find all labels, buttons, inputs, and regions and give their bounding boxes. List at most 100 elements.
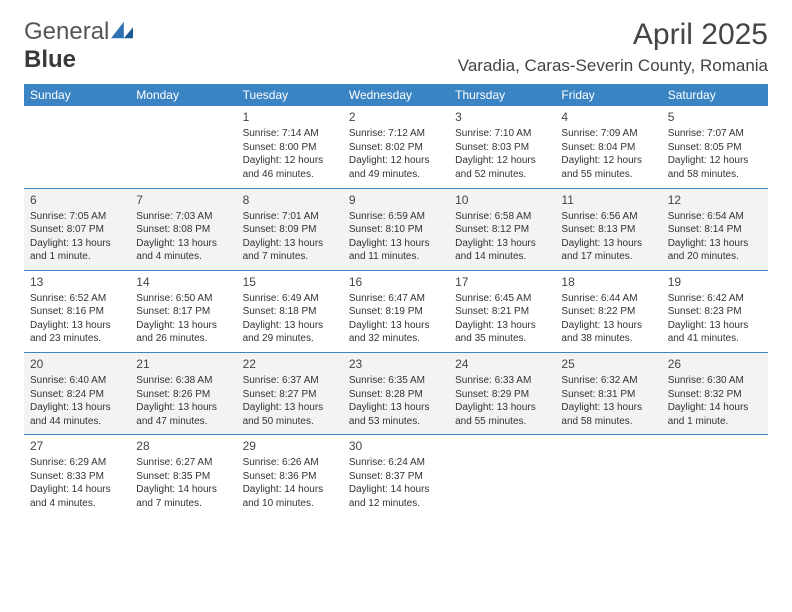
dl2-text: and 1 minute.	[30, 250, 124, 264]
dl2-text: and 53 minutes.	[349, 415, 443, 429]
page: General Blue April 2025 Varadia, Caras-S…	[0, 0, 792, 612]
dl1-text: Daylight: 14 hours	[243, 483, 337, 497]
day-number: 4	[561, 109, 655, 125]
sunrise-text: Sunrise: 7:03 AM	[136, 210, 230, 224]
sunrise-text: Sunrise: 7:14 AM	[243, 127, 337, 141]
dl1-text: Daylight: 13 hours	[136, 401, 230, 415]
sunset-text: Sunset: 8:33 PM	[30, 470, 124, 484]
sunset-text: Sunset: 8:13 PM	[561, 223, 655, 237]
calendar-cell: 28Sunrise: 6:27 AMSunset: 8:35 PMDayligh…	[130, 435, 236, 517]
sunrise-text: Sunrise: 6:52 AM	[30, 292, 124, 306]
dl1-text: Daylight: 12 hours	[561, 154, 655, 168]
sunrise-text: Sunrise: 6:50 AM	[136, 292, 230, 306]
sunrise-text: Sunrise: 7:01 AM	[243, 210, 337, 224]
calendar-cell: 18Sunrise: 6:44 AMSunset: 8:22 PMDayligh…	[555, 270, 661, 352]
dl2-text: and 46 minutes.	[243, 168, 337, 182]
sunrise-text: Sunrise: 7:12 AM	[349, 127, 443, 141]
dl1-text: Daylight: 13 hours	[243, 237, 337, 251]
day-number: 6	[30, 192, 124, 208]
col-monday: Monday	[130, 84, 236, 106]
page-title: April 2025	[458, 18, 768, 52]
calendar-cell: 17Sunrise: 6:45 AMSunset: 8:21 PMDayligh…	[449, 270, 555, 352]
sunset-text: Sunset: 8:10 PM	[349, 223, 443, 237]
day-number: 20	[30, 356, 124, 372]
day-number: 5	[668, 109, 762, 125]
sunrise-text: Sunrise: 6:33 AM	[455, 374, 549, 388]
sunrise-text: Sunrise: 6:42 AM	[668, 292, 762, 306]
sunset-text: Sunset: 8:07 PM	[30, 223, 124, 237]
calendar-cell: 4Sunrise: 7:09 AMSunset: 8:04 PMDaylight…	[555, 106, 661, 188]
logo: General Blue	[24, 18, 133, 74]
sunrise-text: Sunrise: 7:10 AM	[455, 127, 549, 141]
sunset-text: Sunset: 8:14 PM	[668, 223, 762, 237]
day-number: 24	[455, 356, 549, 372]
dl2-text: and 14 minutes.	[455, 250, 549, 264]
calendar-cell: 21Sunrise: 6:38 AMSunset: 8:26 PMDayligh…	[130, 352, 236, 434]
calendar-header-row: Sunday Monday Tuesday Wednesday Thursday…	[24, 84, 768, 106]
sunrise-text: Sunrise: 7:09 AM	[561, 127, 655, 141]
dl1-text: Daylight: 14 hours	[30, 483, 124, 497]
dl2-text: and 52 minutes.	[455, 168, 549, 182]
sunset-text: Sunset: 8:22 PM	[561, 305, 655, 319]
sunset-text: Sunset: 8:08 PM	[136, 223, 230, 237]
dl1-text: Daylight: 12 hours	[243, 154, 337, 168]
col-friday: Friday	[555, 84, 661, 106]
calendar-cell: 10Sunrise: 6:58 AMSunset: 8:12 PMDayligh…	[449, 188, 555, 270]
calendar-cell: 16Sunrise: 6:47 AMSunset: 8:19 PMDayligh…	[343, 270, 449, 352]
calendar-cell	[662, 435, 768, 517]
col-wednesday: Wednesday	[343, 84, 449, 106]
calendar-cell	[555, 435, 661, 517]
dl1-text: Daylight: 12 hours	[455, 154, 549, 168]
calendar-cell: 9Sunrise: 6:59 AMSunset: 8:10 PMDaylight…	[343, 188, 449, 270]
dl1-text: Daylight: 13 hours	[136, 237, 230, 251]
day-number: 8	[243, 192, 337, 208]
sunset-text: Sunset: 8:19 PM	[349, 305, 443, 319]
dl1-text: Daylight: 12 hours	[668, 154, 762, 168]
sunset-text: Sunset: 8:18 PM	[243, 305, 337, 319]
sunset-text: Sunset: 8:28 PM	[349, 388, 443, 402]
day-number: 1	[243, 109, 337, 125]
calendar-cell	[130, 106, 236, 188]
day-number: 3	[455, 109, 549, 125]
dl2-text: and 50 minutes.	[243, 415, 337, 429]
page-subtitle: Varadia, Caras-Severin County, Romania	[458, 56, 768, 76]
calendar-cell: 13Sunrise: 6:52 AMSunset: 8:16 PMDayligh…	[24, 270, 130, 352]
dl1-text: Daylight: 13 hours	[30, 401, 124, 415]
sunrise-text: Sunrise: 6:44 AM	[561, 292, 655, 306]
day-number: 12	[668, 192, 762, 208]
day-number: 15	[243, 274, 337, 290]
day-number: 25	[561, 356, 655, 372]
day-number: 9	[349, 192, 443, 208]
calendar-row: 13Sunrise: 6:52 AMSunset: 8:16 PMDayligh…	[24, 270, 768, 352]
logo-mark-icon	[111, 21, 133, 39]
calendar-cell	[449, 435, 555, 517]
col-sunday: Sunday	[24, 84, 130, 106]
sunset-text: Sunset: 8:32 PM	[668, 388, 762, 402]
sunrise-text: Sunrise: 6:47 AM	[349, 292, 443, 306]
sunrise-text: Sunrise: 6:59 AM	[349, 210, 443, 224]
sunset-text: Sunset: 8:00 PM	[243, 141, 337, 155]
sunset-text: Sunset: 8:27 PM	[243, 388, 337, 402]
sunrise-text: Sunrise: 6:29 AM	[30, 456, 124, 470]
dl2-text: and 32 minutes.	[349, 332, 443, 346]
sunrise-text: Sunrise: 6:38 AM	[136, 374, 230, 388]
sunrise-text: Sunrise: 6:27 AM	[136, 456, 230, 470]
sunrise-text: Sunrise: 6:35 AM	[349, 374, 443, 388]
dl2-text: and 7 minutes.	[136, 497, 230, 511]
day-number: 28	[136, 438, 230, 454]
calendar-row: 27Sunrise: 6:29 AMSunset: 8:33 PMDayligh…	[24, 435, 768, 517]
sunrise-text: Sunrise: 6:26 AM	[243, 456, 337, 470]
dl1-text: Daylight: 13 hours	[349, 319, 443, 333]
day-number: 11	[561, 192, 655, 208]
dl2-text: and 38 minutes.	[561, 332, 655, 346]
calendar-cell: 19Sunrise: 6:42 AMSunset: 8:23 PMDayligh…	[662, 270, 768, 352]
calendar-cell: 15Sunrise: 6:49 AMSunset: 8:18 PMDayligh…	[237, 270, 343, 352]
dl1-text: Daylight: 13 hours	[561, 319, 655, 333]
dl1-text: Daylight: 13 hours	[668, 319, 762, 333]
col-thursday: Thursday	[449, 84, 555, 106]
dl2-text: and 17 minutes.	[561, 250, 655, 264]
sunset-text: Sunset: 8:35 PM	[136, 470, 230, 484]
day-number: 29	[243, 438, 337, 454]
sunset-text: Sunset: 8:02 PM	[349, 141, 443, 155]
dl2-text: and 26 minutes.	[136, 332, 230, 346]
